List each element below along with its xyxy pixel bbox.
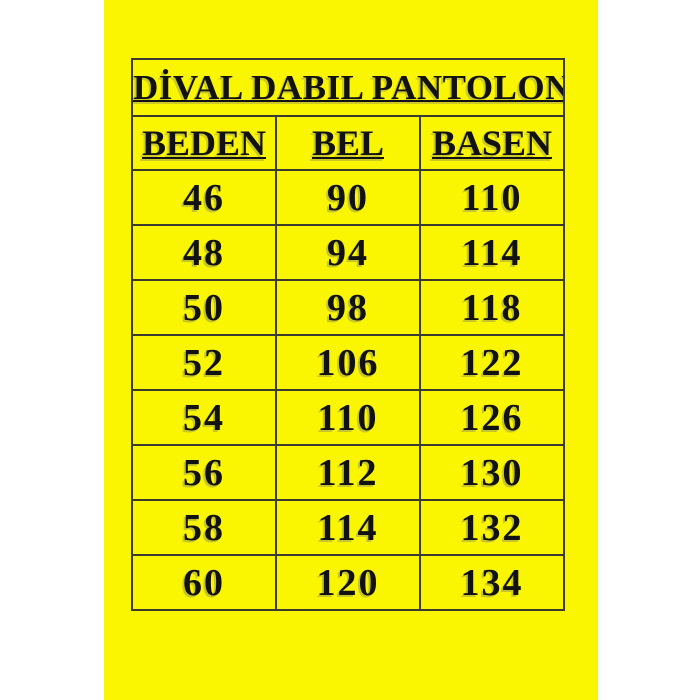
column-header-basen: BASEN — [419, 115, 565, 171]
table-cell: 114 — [275, 499, 421, 556]
table-cell: 52 — [131, 334, 277, 391]
table-cell: 110 — [419, 169, 565, 226]
table-cell: 122 — [419, 334, 565, 391]
table-row: 54 110 126 — [131, 389, 565, 446]
table-cell: 50 — [131, 279, 277, 336]
header-row: BEDEN BEL BASEN — [131, 115, 565, 171]
table-cell: 118 — [419, 279, 565, 336]
table-row: 46 90 110 — [131, 169, 565, 226]
table-cell: 56 — [131, 444, 277, 501]
title-row: DİVAL DABIL PANTOLON — [131, 58, 565, 117]
table-row: 52 106 122 — [131, 334, 565, 391]
table-row: 60 120 134 — [131, 554, 565, 611]
table-cell: 58 — [131, 499, 277, 556]
table-cell: 106 — [275, 334, 421, 391]
column-header-beden: BEDEN — [131, 115, 277, 171]
table-row: 48 94 114 — [131, 224, 565, 281]
table-cell: 132 — [419, 499, 565, 556]
table-row: 56 112 130 — [131, 444, 565, 501]
table-cell: 54 — [131, 389, 277, 446]
table-cell: 90 — [275, 169, 421, 226]
table-cell: 126 — [419, 389, 565, 446]
table-cell: 48 — [131, 224, 277, 281]
table-cell: 120 — [275, 554, 421, 611]
column-header-bel: BEL — [275, 115, 421, 171]
table-cell: 114 — [419, 224, 565, 281]
table-cell: 110 — [275, 389, 421, 446]
table-cell: 98 — [275, 279, 421, 336]
size-table: DİVAL DABIL PANTOLON BEDEN BEL BASEN 46 9… — [131, 58, 565, 611]
table-cell: 60 — [131, 554, 277, 611]
table-cell: 94 — [275, 224, 421, 281]
table-cell: 112 — [275, 444, 421, 501]
poster-title: DİVAL DABIL PANTOLON — [131, 58, 565, 117]
size-table-body: 46 90 110 48 94 114 50 98 118 52 106 122 54 110 126 56 1… — [131, 169, 565, 611]
table-row: 50 98 118 — [131, 279, 565, 336]
table-cell: 46 — [131, 169, 277, 226]
table-row: 58 114 132 — [131, 499, 565, 556]
table-cell: 134 — [419, 554, 565, 611]
table-cell: 130 — [419, 444, 565, 501]
size-chart-poster: DİVAL DABIL PANTOLON BEDEN BEL BASEN 46 9… — [104, 0, 598, 700]
